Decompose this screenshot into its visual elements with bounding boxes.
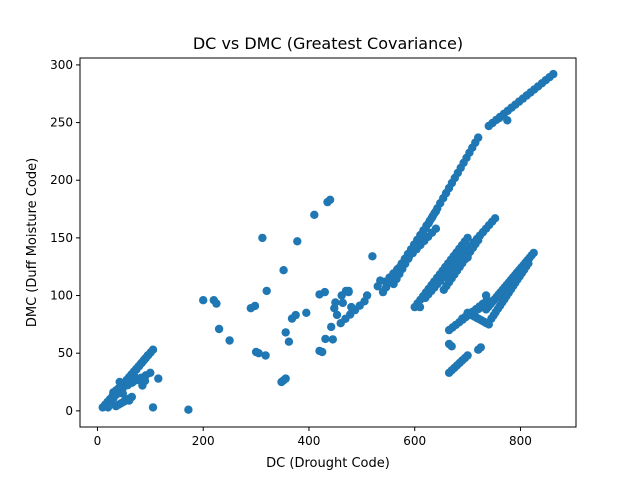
y-tick-label: 0 xyxy=(65,404,73,418)
data-point xyxy=(328,335,337,344)
data-point xyxy=(148,403,158,412)
data-point xyxy=(524,259,533,268)
y-axis-label: DMC (Duff Moisture Code) xyxy=(25,158,40,327)
x-tick-label: 800 xyxy=(509,434,532,448)
data-point xyxy=(154,374,163,383)
data-point xyxy=(293,237,302,246)
data-point xyxy=(376,276,385,285)
data-point xyxy=(225,336,234,345)
data-point xyxy=(250,301,260,311)
data-point xyxy=(258,233,267,243)
data-point xyxy=(125,396,134,405)
y-tick-label: 100 xyxy=(50,289,73,303)
data-point xyxy=(415,302,425,312)
data-point xyxy=(503,116,512,125)
y-tick-label: 50 xyxy=(58,346,73,360)
data-point xyxy=(463,253,472,262)
data-point xyxy=(148,345,158,354)
data-point xyxy=(146,368,155,377)
data-point xyxy=(318,347,327,357)
data-point xyxy=(474,236,483,245)
data-point xyxy=(291,310,300,320)
data-point xyxy=(332,310,342,320)
data-point xyxy=(320,287,329,297)
data-point xyxy=(281,374,290,383)
data-point xyxy=(331,298,340,307)
data-point xyxy=(261,351,270,360)
data-point xyxy=(214,324,224,334)
y-tick-label: 300 xyxy=(50,58,73,72)
data-point xyxy=(431,224,441,233)
data-point xyxy=(476,343,485,352)
data-point xyxy=(184,405,193,414)
data-point xyxy=(310,210,319,219)
data-point xyxy=(362,291,372,300)
data-point xyxy=(338,298,347,308)
y-axis-ticks: 0 50 100 150 200 250 300 xyxy=(50,58,80,418)
data-point xyxy=(321,334,330,344)
data-point xyxy=(199,296,208,305)
data-point xyxy=(140,376,150,386)
data-point xyxy=(463,233,472,243)
data-point xyxy=(447,342,456,351)
data-points xyxy=(98,69,558,414)
data-point xyxy=(474,133,483,142)
data-point xyxy=(262,286,271,296)
data-point xyxy=(281,328,290,337)
data-point xyxy=(529,248,538,258)
data-point xyxy=(368,252,377,261)
data-point xyxy=(463,351,472,360)
data-point xyxy=(325,195,335,204)
data-point xyxy=(495,113,504,123)
y-tick-label: 200 xyxy=(50,173,73,187)
x-tick-label: 0 xyxy=(94,434,102,448)
data-point xyxy=(481,291,491,300)
x-tick-label: 600 xyxy=(403,434,426,448)
data-point xyxy=(458,245,467,254)
chart-title: DC vs DMC (Greatest Covariance) xyxy=(193,34,463,53)
data-point xyxy=(103,403,113,412)
data-point xyxy=(487,297,496,306)
y-tick-label: 150 xyxy=(50,231,73,245)
data-point xyxy=(115,377,124,387)
data-point xyxy=(118,389,128,398)
data-point xyxy=(302,308,311,317)
data-point xyxy=(254,349,263,358)
data-point xyxy=(344,287,353,297)
data-point xyxy=(549,69,558,79)
data-point xyxy=(212,299,221,308)
y-tick-label: 250 xyxy=(50,116,73,130)
data-point xyxy=(490,214,500,223)
data-point xyxy=(284,337,294,346)
data-point xyxy=(327,322,336,332)
data-point xyxy=(347,302,356,312)
plot-area-frame xyxy=(79,57,577,428)
x-tick-label: 200 xyxy=(192,434,215,448)
data-point xyxy=(279,266,288,275)
x-axis-ticks: 0 200 400 600 800 xyxy=(94,427,532,448)
x-axis-label: DC (Drought Code) xyxy=(266,456,390,471)
x-tick-label: 400 xyxy=(298,434,321,448)
data-point xyxy=(143,351,152,360)
